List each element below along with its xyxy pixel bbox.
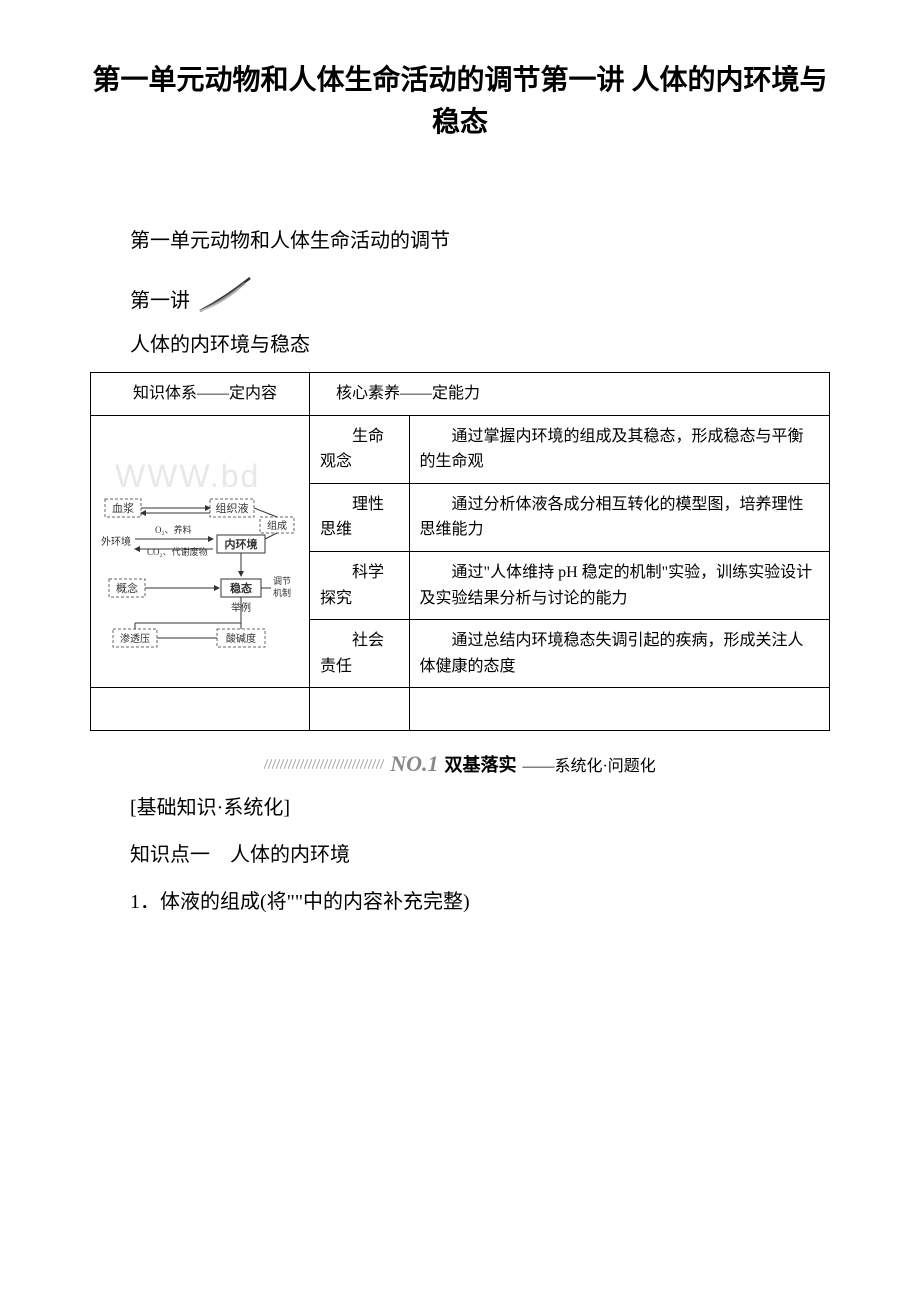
svg-text:酸碱度: 酸碱度 [226,632,256,645]
svg-text:CO₂、代谢废物: CO₂、代谢废物 [147,546,208,557]
svg-text:组织液: 组织液 [216,501,249,515]
empty-cell [310,688,410,731]
swoosh-icon [195,273,255,313]
svg-text:外环境: 外环境 [101,535,131,548]
divider-bold-text: 双基落实 [444,751,516,777]
svg-text:概念: 概念 [116,581,138,595]
svg-text:渗透压: 渗透压 [120,632,150,645]
svg-text:血浆: 血浆 [112,501,134,515]
competency-table: 知识体系——定内容 核心素养——定能力 WWW.bd 血浆 组织液 [90,372,830,731]
diagram-cell: WWW.bd 血浆 组织液 组成 [91,415,310,688]
row-label: 社会责任 [310,620,410,688]
svg-text:稳态: 稳态 [230,581,252,595]
table-header-left: 知识体系——定内容 [91,373,310,416]
table-header-right: 核心素养——定能力 [310,373,830,416]
row-desc: 通过"人体维持 pH 稳定的机制"实验，训练实验设计及实验结果分析与讨论的能力 [409,551,829,619]
empty-cell [409,688,829,731]
diagram-wrapper: WWW.bd 血浆 组织液 组成 [95,431,305,671]
row-label: 理性思维 [310,483,410,551]
svg-text:内环境: 内环境 [225,537,258,551]
body-line: [基础知识·系统化] [90,792,830,824]
svg-text:机制: 机制 [273,587,291,598]
no1-badge: NO.1 [390,751,438,777]
empty-cell [91,688,310,731]
svg-text:组成: 组成 [267,519,287,532]
lecture-row: 第一讲 [90,273,830,313]
lecture-label: 第一讲 [130,284,190,313]
row-label: 生命观念 [310,415,410,483]
row-desc: 通过总结内环境稳态失调引起的疾病，形成关注人体健康的态度 [409,620,829,688]
unit-subtitle: 第一单元动物和人体生命活动的调节 [90,224,830,253]
section-divider: NO.1 双基落实 ——系统化·问题化 [90,751,830,777]
divider-tail-text: ——系统化·问题化 [522,752,655,776]
row-desc: 通过掌握内环境的组成及其稳态，形成稳态与平衡的生命观 [409,415,829,483]
body-line: 1．体液的组成(将""中的内容补充完整) [90,886,830,918]
main-title: 第一单元动物和人体生命活动的调节第一讲 人体的内环境与稳态 [90,60,830,144]
hatch-bar-icon [264,759,384,769]
row-label: 科学探究 [310,551,410,619]
concept-diagram: 血浆 组织液 组成 外环境 O₂、养料 CO₂、代谢废物 [95,431,305,671]
svg-text:调节: 调节 [273,576,291,586]
svg-text:O₂、养料: O₂、养料 [155,524,192,535]
row-desc: 通过分析体液各成分相互转化的模型图，培养理性思维能力 [409,483,829,551]
body-line: 知识点一 人体的内环境 [90,839,830,871]
topic-title: 人体的内环境与稳态 [90,328,830,357]
